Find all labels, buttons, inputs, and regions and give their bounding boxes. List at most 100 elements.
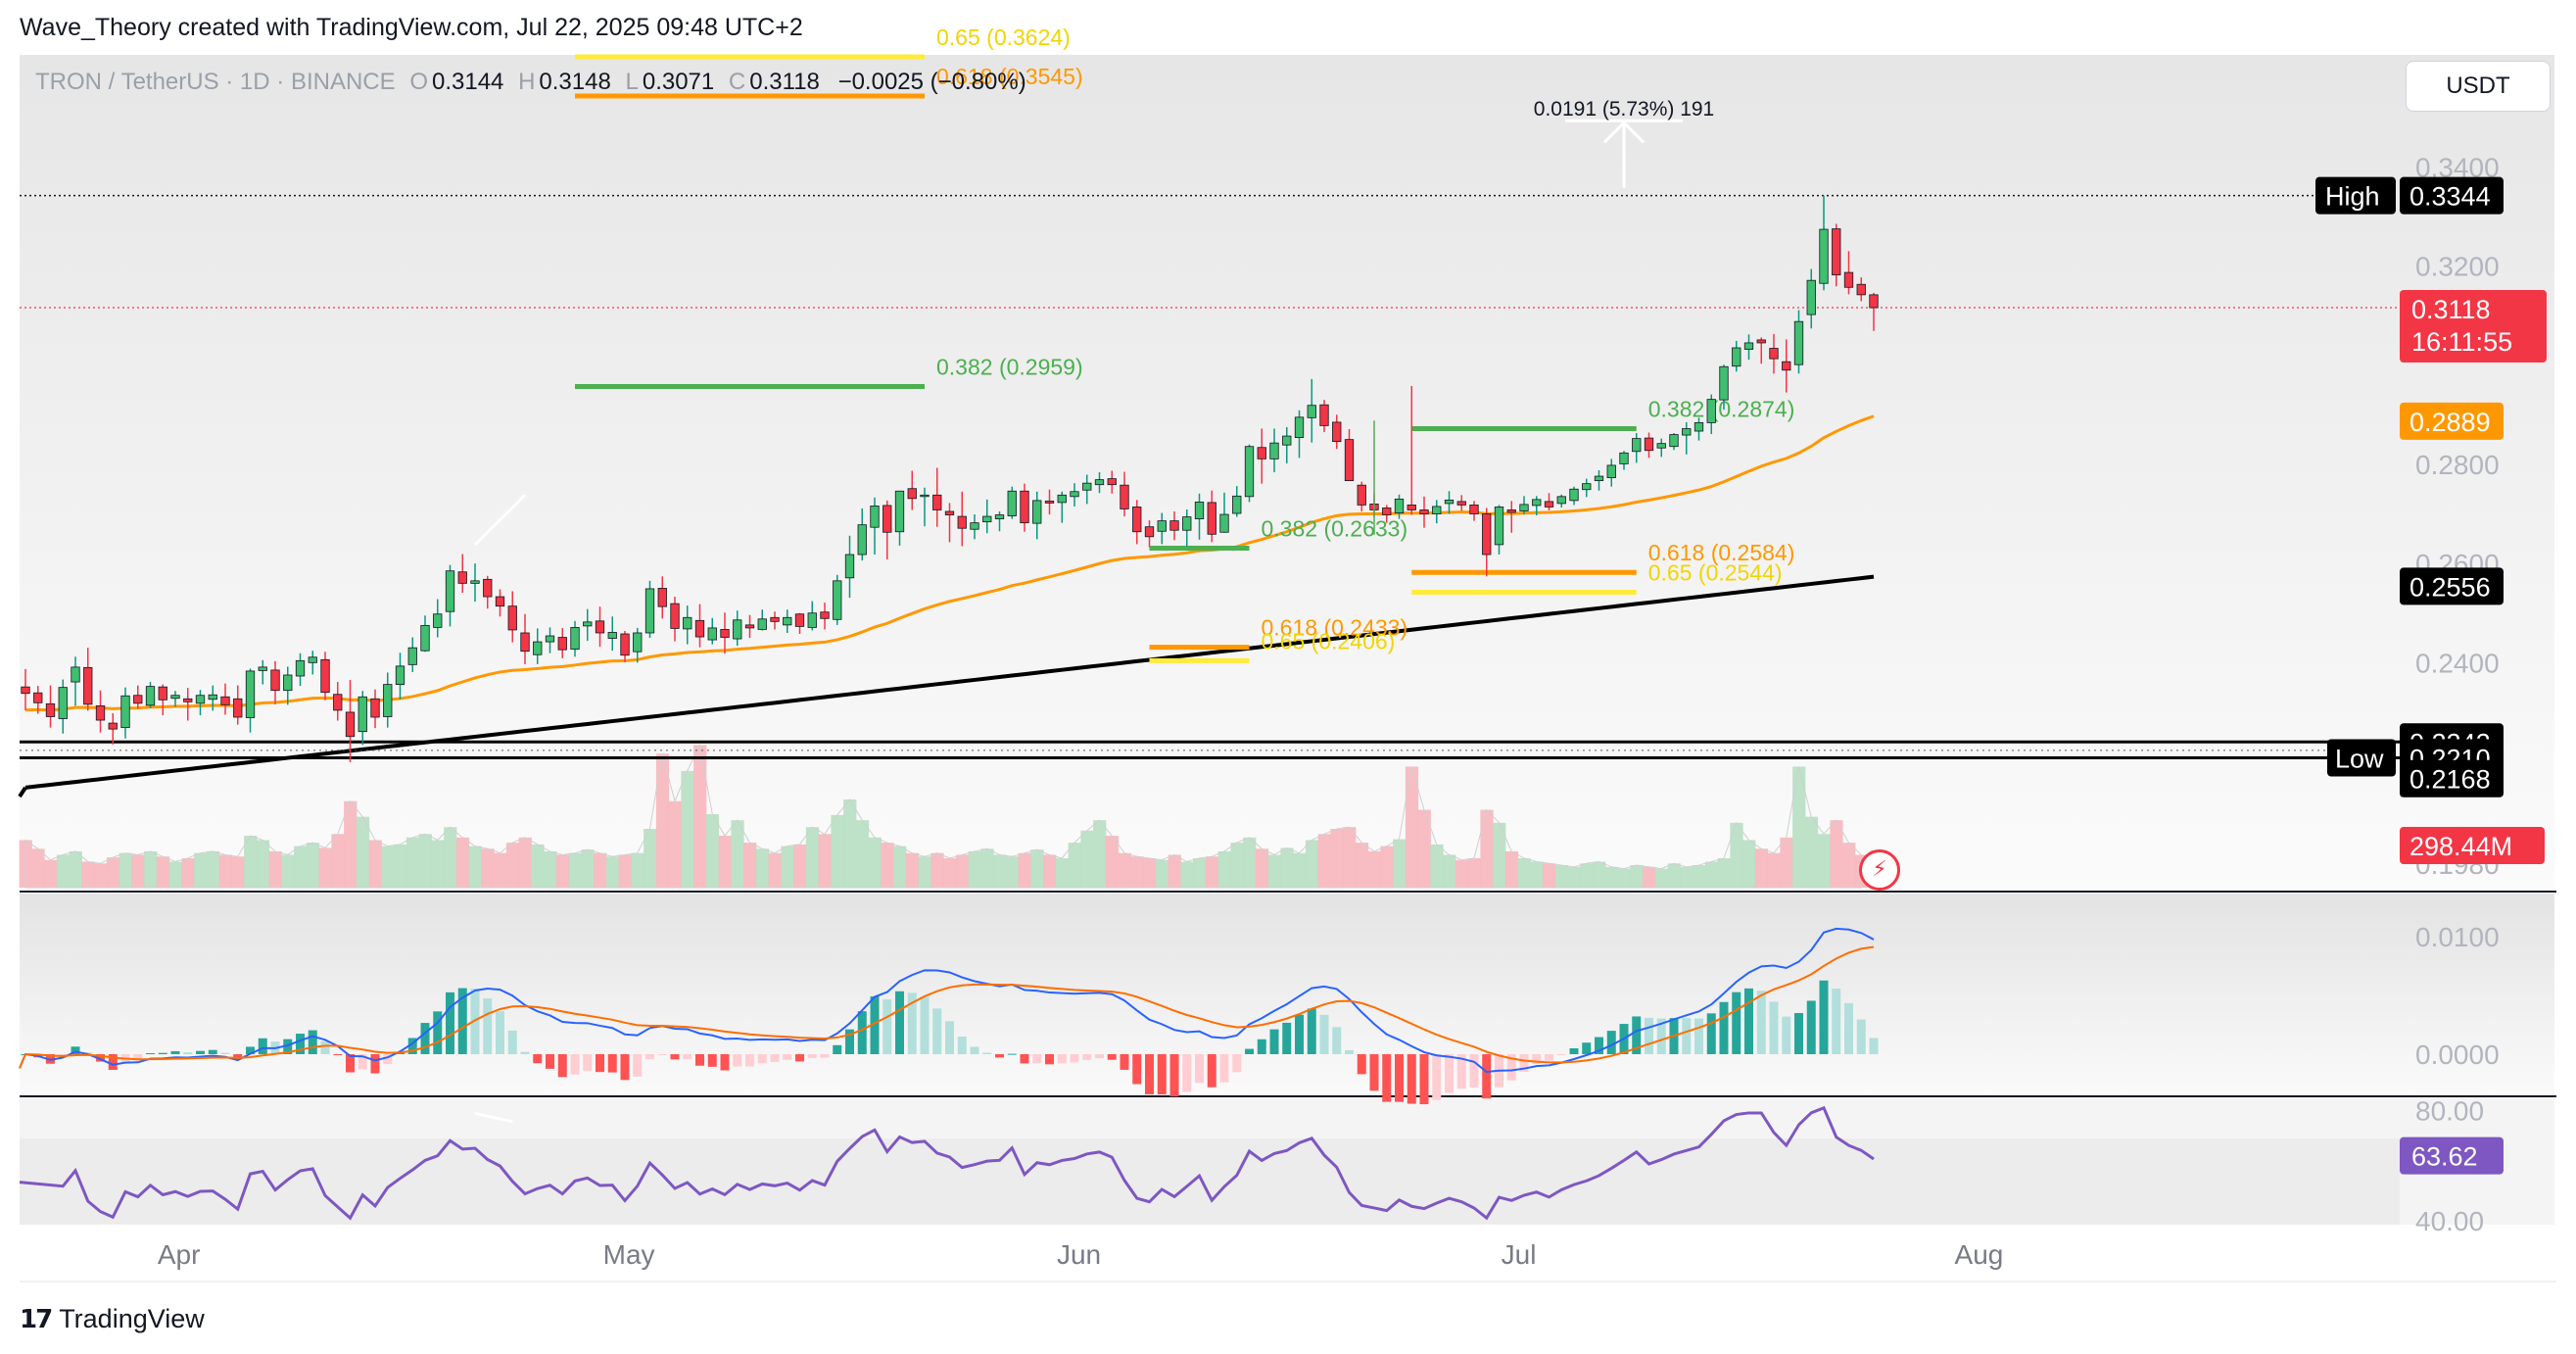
candle-body — [1644, 437, 1654, 452]
macd-histogram-bar — [1369, 1054, 1379, 1091]
macd-histogram-bar — [1782, 1016, 1791, 1054]
candle-body — [270, 669, 280, 692]
volume-bar — [1455, 859, 1469, 888]
candle-body — [520, 632, 530, 653]
macd-histogram-bar — [1257, 1039, 1266, 1054]
candle-body — [1556, 496, 1566, 505]
candle-body — [545, 635, 555, 643]
macd-histogram-bar — [1120, 1054, 1129, 1070]
candle-body — [21, 686, 30, 695]
price-axis-tick: 0.3200 — [2415, 252, 2500, 282]
volume-bar — [781, 846, 794, 888]
macd-histogram-bar — [358, 1054, 367, 1070]
candle-body — [333, 694, 343, 711]
volume-bar — [1217, 850, 1231, 888]
volume-bar — [1393, 839, 1407, 888]
macd-histogram-bar — [1395, 1054, 1404, 1102]
volume-bar — [1355, 843, 1369, 888]
lightning-icon[interactable]: ⚡ — [1859, 849, 1900, 891]
macd-histogram-bar — [770, 1054, 780, 1062]
volume-bar — [356, 816, 370, 888]
volume-bar — [793, 844, 807, 888]
candle-body — [383, 684, 393, 717]
candle-body — [120, 695, 130, 729]
volume-bar — [905, 852, 920, 888]
volume-bar — [1717, 858, 1731, 888]
macd-histogram-bar — [1469, 1054, 1479, 1088]
volume-bar — [1704, 861, 1719, 888]
candle-body — [733, 619, 742, 640]
volume-bar — [94, 863, 108, 888]
fib-level-label: 0.618 (0.3545) — [936, 64, 1083, 89]
volume-bar — [344, 800, 358, 888]
volume-bar — [1580, 863, 1594, 888]
volume-bar — [605, 856, 620, 888]
volume-bar — [855, 820, 870, 888]
high-tag-label: High — [2325, 182, 2380, 212]
volume-bar — [918, 856, 931, 888]
volume-bar — [505, 843, 520, 888]
candle-body — [533, 641, 543, 655]
macd-histogram-bar — [1706, 1013, 1716, 1054]
candle-body — [1157, 520, 1167, 532]
volume-bar — [1754, 848, 1769, 888]
candle-body — [283, 674, 293, 692]
candle-body — [1357, 484, 1366, 506]
ema-slow-tag-bg — [2400, 567, 2504, 605]
macd-histogram-bar — [1545, 1054, 1553, 1061]
volume-bar — [1168, 854, 1181, 888]
macd-histogram-bar — [1082, 1054, 1092, 1060]
candle-body — [932, 494, 942, 510]
candle-body — [720, 629, 730, 638]
volume-bar — [618, 854, 632, 888]
volume-bar — [1093, 820, 1107, 888]
volume-bar — [1417, 809, 1431, 888]
volume-bar — [1654, 868, 1669, 888]
candle-body — [1506, 509, 1516, 513]
volume-bar — [444, 827, 457, 888]
candle-body — [208, 694, 217, 701]
candle-body — [807, 612, 817, 628]
symbol-name[interactable]: TRON / TetherUS · 1D · BINANCE — [35, 69, 396, 95]
volume-bar — [418, 834, 432, 888]
macd-histogram-bar — [1432, 1054, 1442, 1100]
ema-fast-tag: 0.2889 — [2409, 408, 2491, 437]
volume-bar — [368, 840, 382, 888]
volume-bar — [1343, 827, 1357, 888]
volume-bar — [718, 836, 732, 888]
candle-body — [1856, 283, 1866, 296]
rsi-tag-bg — [2400, 1136, 2504, 1175]
macd-histogram-bar — [1219, 1054, 1229, 1083]
volume-bar — [206, 850, 220, 888]
volume-bar — [481, 848, 495, 888]
chart-header-title: Wave_Theory created with TradingView.com… — [20, 14, 803, 41]
candle-body — [1219, 513, 1229, 533]
macd-histogram-bar — [1145, 1054, 1154, 1094]
macd-histogram-bar — [1656, 1018, 1666, 1054]
macd-histogram-bar — [507, 1030, 517, 1054]
candle-body — [1332, 421, 1342, 443]
candle-body — [1756, 339, 1766, 344]
volume-bar — [1667, 863, 1681, 888]
candle-body — [1482, 513, 1492, 556]
volume-bar — [1030, 849, 1044, 888]
macd-histogram-bar — [1182, 1054, 1192, 1092]
close-value: 0.3118 — [749, 69, 820, 95]
volume-bar — [1543, 863, 1556, 888]
macd-histogram-bar — [146, 1052, 155, 1054]
currency-button[interactable]: USDT — [2406, 61, 2551, 112]
macd-histogram-bar — [1819, 980, 1829, 1054]
macd-histogram-bar — [1307, 1008, 1316, 1054]
candle-body — [1032, 500, 1042, 524]
volume-bar — [743, 843, 757, 888]
macd-histogram-bar — [895, 991, 904, 1054]
candle-body — [857, 524, 867, 556]
rsi-axis-tick: 80.00 — [2415, 1096, 2484, 1127]
candle-body — [445, 570, 455, 612]
candle-body — [1582, 483, 1592, 491]
volume-bar — [1317, 834, 1331, 888]
candle-body — [744, 624, 755, 629]
volume-bar — [968, 850, 981, 888]
macd-histogram-bar — [845, 1029, 854, 1054]
